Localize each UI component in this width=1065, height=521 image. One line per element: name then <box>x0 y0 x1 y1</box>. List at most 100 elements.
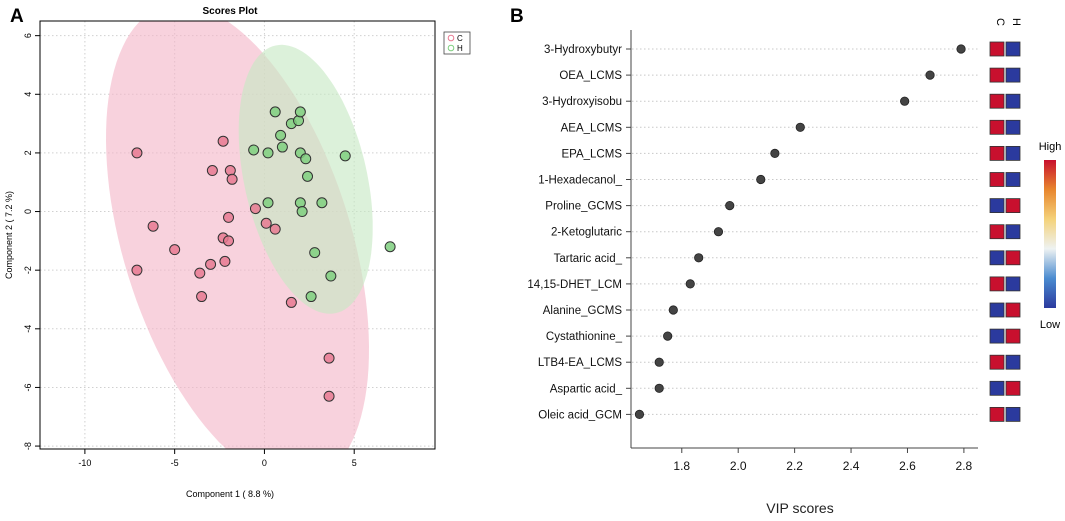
point-c <box>217 135 229 147</box>
vip-metabolite-label: EPA_LCMS <box>561 148 622 160</box>
vip-x-tick-label: 2.0 <box>730 459 747 473</box>
point-h <box>296 206 308 218</box>
point-h <box>305 291 317 303</box>
heatmap-column-h: H <box>1010 18 1022 26</box>
heatmap-cell-c <box>989 406 1005 422</box>
heatmap-cell-h <box>1005 276 1021 292</box>
heatmap-cell-c <box>989 302 1005 318</box>
point-h <box>294 197 306 209</box>
heatmap-cell-h <box>1005 119 1021 135</box>
scores-y-tick-label: -8 <box>23 442 33 450</box>
heatmap-cell-c <box>989 67 1005 83</box>
vip-metabolite-label: 3-Hydroxyisobu <box>542 96 622 108</box>
point-c <box>285 296 297 308</box>
vip-x-axis: 1.8 2.0 2.2 2.4 2.6 2.8 <box>673 448 973 473</box>
vip-point <box>956 44 966 54</box>
scores-x-tick-label: 5 <box>352 458 357 468</box>
heatmap-cell-h <box>1005 354 1021 370</box>
heatmap-cell-h <box>1005 250 1021 266</box>
colorbar-low-label: Low <box>1040 319 1060 331</box>
vip-heatmap <box>989 41 1021 422</box>
legend-marker-h <box>447 44 455 52</box>
heatmap-cell-c <box>989 328 1005 344</box>
point-h <box>262 147 274 159</box>
scores-y-label: Component 2 ( 7.2 %) <box>4 191 14 279</box>
heatmap-cell-c <box>989 93 1005 109</box>
vip-metabolite-label: 1-Hexadecanol_ <box>538 175 622 187</box>
point-c <box>194 267 206 279</box>
point-c <box>131 147 143 159</box>
vip-point <box>694 253 704 263</box>
vip-metabolite-label: 3-Hydroxybutyr <box>544 44 622 56</box>
panel-b-label: B <box>510 6 524 27</box>
heatmap-cell-c <box>989 224 1005 240</box>
heatmap-cell-h <box>1005 380 1021 396</box>
vip-point <box>685 279 695 289</box>
point-c <box>223 235 235 247</box>
scores-y-tick-label: -6 <box>23 383 33 391</box>
vip-metabolite-label: Oleic acid_GCM <box>538 409 622 421</box>
vip-point <box>713 227 724 237</box>
vip-metabolite-label: Aspartic acid_ <box>550 383 623 395</box>
point-c <box>226 173 238 185</box>
vip-metabolite-label: 2-Ketoglutaric <box>551 227 622 239</box>
vip-x-tick-label: 2.4 <box>843 459 860 473</box>
colorbar <box>1044 160 1056 308</box>
point-c <box>260 217 272 229</box>
point-c <box>249 203 261 215</box>
point-c <box>269 223 281 235</box>
point-h <box>325 270 337 282</box>
heatmap-cell-h <box>1005 328 1021 344</box>
point-h <box>262 197 274 209</box>
scores-x-axis: -10 -5 0 5 <box>78 449 357 468</box>
heatmap-cell-h <box>1005 302 1021 318</box>
point-h <box>302 170 314 182</box>
vip-metabolite-label: Alanine_GCMS <box>543 305 623 317</box>
heatmap-cell-c <box>989 41 1005 57</box>
vip-x-label: VIP scores <box>766 500 833 516</box>
scores-plot-title: Scores Plot <box>202 6 258 17</box>
vip-point <box>663 331 673 341</box>
point-h <box>309 247 321 259</box>
vip-metabolite-label: 14,15-DHET_LCM <box>527 279 622 291</box>
scores-y-tick-label: 6 <box>23 33 33 38</box>
scores-plot-frame <box>39 20 436 450</box>
heatmap-cell-h <box>1005 67 1021 83</box>
point-h <box>275 129 287 141</box>
vip-metabolite-label: Proline_GCMS <box>545 201 622 213</box>
vip-x-tick-label: 1.8 <box>673 459 690 473</box>
point-c <box>169 244 181 256</box>
heatmap-cell-c <box>989 145 1005 161</box>
heatmap-cell-c <box>989 250 1005 266</box>
vip-metabolite-label: AEA_LCMS <box>561 122 623 134</box>
scores-x-label: Component 1 ( 8.8 %) <box>186 489 274 499</box>
point-c <box>223 211 235 223</box>
vip-point <box>634 409 645 419</box>
heatmap-cell-h <box>1005 198 1021 214</box>
heatmap-cell-h <box>1005 41 1021 57</box>
legend-label-h: H <box>457 44 463 53</box>
heatmap-cell-c <box>989 354 1005 370</box>
point-c <box>205 258 217 270</box>
scores-y-tick-label: 4 <box>23 92 33 97</box>
point-c <box>323 352 335 364</box>
heatmap-cell-h <box>1005 406 1021 422</box>
panel-a-label: A <box>10 6 24 27</box>
scores-y-axis: -8 -6 -4 -2 0 2 4 6 <box>23 33 40 450</box>
point-h <box>276 141 288 153</box>
vip-metabolite-label: LTB4-EA_LCMS <box>538 357 622 369</box>
heatmap-cell-c <box>989 172 1005 187</box>
vip-point <box>668 305 678 315</box>
heatmap-cell-h <box>1005 172 1021 187</box>
vip-x-tick-label: 2.6 <box>899 459 916 473</box>
vip-point <box>654 383 664 393</box>
heatmap-cell-h <box>1005 93 1021 109</box>
vip-point <box>770 148 780 158</box>
vip-point <box>725 201 735 211</box>
scores-legend: C H <box>443 31 471 55</box>
vip-metabolite-label: OEA_LCMS <box>559 70 622 82</box>
heatmap-cell-c <box>989 119 1005 135</box>
vip-rows: 3-Hydroxybutyr OEA_LCMS 3-Hydroxyisobu AEA_… <box>527 44 978 421</box>
point-h <box>316 197 328 209</box>
